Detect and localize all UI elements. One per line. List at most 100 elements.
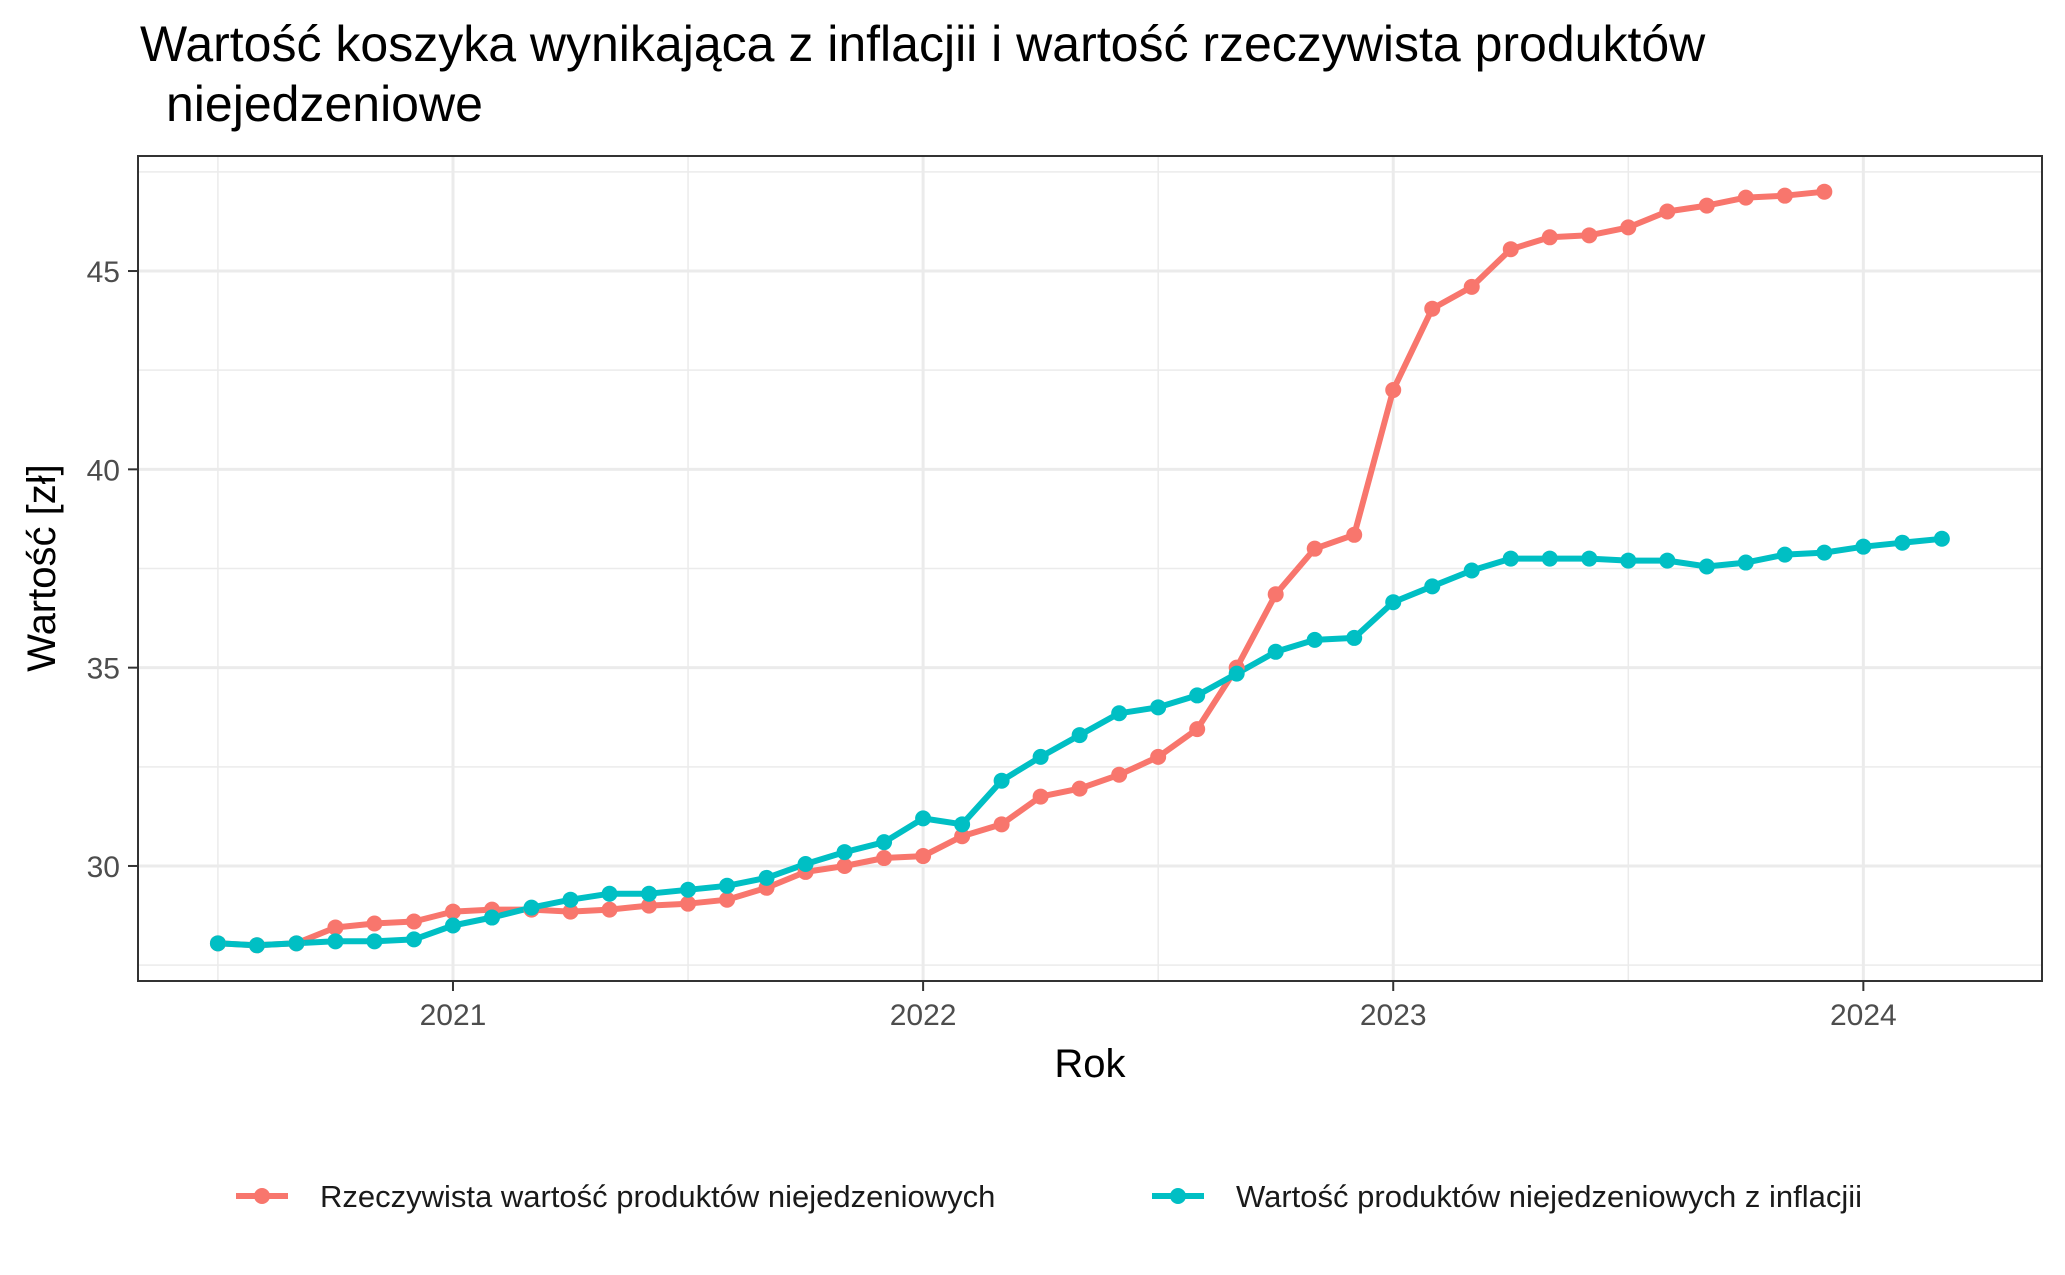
x-axis-title: Rok: [1054, 1042, 1126, 1086]
series-1-point-42: [1855, 538, 1872, 555]
series-1-point-30: [1385, 594, 1402, 611]
legend: Rzeczywista wartość produktów niejedzeni…: [236, 1179, 1862, 1214]
series-1-point-22: [1071, 727, 1088, 744]
series-1-point-41: [1816, 544, 1833, 561]
series-1-point-10: [601, 885, 618, 902]
series-0-point-29: [1346, 526, 1363, 543]
x-tick-label-0: 2021: [420, 999, 487, 1032]
chart-title: Wartość koszyka wynikająca z inflacjii i…: [140, 16, 1706, 132]
series-0-point-30: [1385, 382, 1402, 399]
series-1-point-13: [719, 877, 736, 894]
series-0-point-32: [1463, 278, 1480, 295]
series-0-point-10: [601, 901, 618, 918]
series-0-point-40: [1776, 187, 1793, 204]
x-tick-label-3: 2024: [1830, 999, 1897, 1032]
series-1-point-26: [1228, 665, 1245, 682]
series-1-point-32: [1463, 562, 1480, 579]
series-1-point-6: [444, 917, 461, 934]
series-1-point-0: [209, 935, 226, 952]
series-0-point-27: [1267, 586, 1284, 603]
series-0-point-33: [1502, 241, 1519, 258]
series-1-point-27: [1267, 643, 1284, 660]
series-1-point-33: [1502, 550, 1519, 567]
series-0-point-17: [876, 850, 893, 867]
y-tick-label-1: 35: [87, 653, 120, 686]
series-0-point-24: [1150, 748, 1167, 765]
series-1-point-7: [484, 909, 501, 926]
series-1-point-39: [1737, 554, 1754, 571]
series-0-point-22: [1071, 780, 1088, 797]
series-1-point-19: [954, 816, 971, 833]
series-0-point-4: [366, 915, 383, 932]
series-1-point-15: [797, 855, 814, 872]
series-1-point-21: [1032, 748, 1049, 765]
series-1-point-35: [1581, 550, 1598, 567]
series-1-point-38: [1698, 558, 1715, 575]
series-1-point-5: [405, 931, 422, 948]
series-0-point-13: [719, 891, 736, 908]
series-1-point-1: [248, 937, 265, 954]
series-0-point-5: [405, 913, 422, 930]
series-0-point-31: [1424, 300, 1441, 317]
series-1-point-29: [1346, 629, 1363, 646]
chart-title-line-2: niejedzeniowe: [166, 76, 483, 132]
legend-label-2: Wartość produktów niejedzeniowych z infl…: [1236, 1179, 1862, 1214]
series-0-point-37: [1659, 203, 1676, 220]
chart-title-line-1: Wartość koszyka wynikająca z inflacjii i…: [140, 16, 1706, 72]
series-1-point-4: [366, 933, 383, 950]
series-0-point-34: [1541, 229, 1558, 246]
series-0-point-41: [1816, 183, 1833, 200]
series-0-point-6: [444, 903, 461, 920]
series-0-point-11: [641, 897, 658, 914]
legend-key-point-1: [254, 1188, 270, 1204]
y-tick-label-0: 30: [87, 851, 120, 884]
series-1-point-2: [288, 935, 305, 952]
series-1-point-17: [876, 834, 893, 851]
legend-label-1: Rzeczywista wartość produktów niejedzeni…: [320, 1179, 995, 1214]
y-tick-label-2: 40: [87, 454, 120, 487]
series-1-point-40: [1776, 546, 1793, 563]
series-1-point-31: [1424, 578, 1441, 595]
x-tick-label-1: 2022: [890, 999, 957, 1032]
series-1-point-24: [1150, 699, 1167, 716]
series-0-point-25: [1189, 721, 1206, 738]
series-0-point-21: [1032, 788, 1049, 805]
x-axis: 2021 2022 2023 2024: [420, 981, 1897, 1032]
series-1-point-43: [1894, 534, 1911, 551]
series-0-point-12: [680, 895, 697, 912]
series-1-point-23: [1111, 705, 1128, 722]
y-axis: 30 35 40 45: [87, 256, 138, 884]
series-0-point-35: [1581, 227, 1598, 244]
series-1-point-28: [1306, 631, 1323, 648]
series-1-point-16: [836, 844, 853, 861]
series-1-point-3: [327, 933, 344, 950]
series-1-point-8: [523, 899, 540, 916]
series-0-point-28: [1306, 540, 1323, 557]
series-0-point-38: [1698, 197, 1715, 214]
series-0-point-9: [562, 903, 579, 920]
plot-panel-border: [137, 155, 2043, 982]
series-1-point-44: [1933, 530, 1950, 547]
series-1-point-18: [915, 810, 932, 827]
y-tick-label-3: 45: [87, 256, 120, 289]
series-0-point-18: [915, 848, 932, 865]
series-0-point-39: [1737, 189, 1754, 206]
series-0-point-23: [1111, 766, 1128, 783]
series-0-point-20: [993, 816, 1010, 833]
series-0-point-19: [954, 828, 971, 845]
series-1-point-36: [1620, 552, 1637, 569]
series-points: [209, 183, 1950, 954]
series-0-point-16: [836, 857, 853, 874]
minor-grid: [138, 156, 2042, 981]
series-1-point-25: [1189, 687, 1206, 704]
series-1-point-34: [1541, 550, 1558, 567]
series-1-point-11: [641, 885, 658, 902]
x-tick-label-2: 2023: [1360, 999, 1427, 1032]
legend-key-point-2: [1170, 1188, 1186, 1204]
series-1-point-20: [993, 772, 1010, 789]
series-0-point-3: [327, 919, 344, 936]
series-1-point-12: [680, 881, 697, 898]
series-1-point-37: [1659, 552, 1676, 569]
major-grid: [138, 156, 2042, 981]
